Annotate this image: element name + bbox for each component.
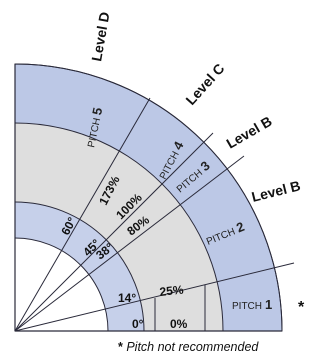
- percent-25: 25%: [159, 283, 185, 299]
- inner-blue-ring: [15, 202, 144, 331]
- footnote-text: Pitch not recommended: [122, 340, 259, 354]
- level-b-lower-label: Level B: [250, 177, 302, 205]
- frame-lines: [14, 64, 282, 332]
- pitch-1-label: PITCH 1: [232, 297, 272, 312]
- percent-0: 0%: [170, 317, 188, 331]
- footnote: * Pitch not recommended: [118, 340, 332, 354]
- angle-14: 14°: [118, 291, 136, 305]
- line-60deg: [14, 97, 151, 332]
- line-38deg: [14, 155, 245, 332]
- asterisk-marker: *: [298, 299, 305, 316]
- angle-0: 0°: [132, 317, 144, 331]
- level-b-upper-label: Level B: [224, 113, 275, 152]
- line-14deg: [14, 262, 295, 332]
- level-c-label: Level C: [182, 60, 227, 108]
- pitch-lines: [14, 97, 295, 332]
- footnote-mark: *: [118, 340, 123, 354]
- line-45deg: [14, 132, 214, 332]
- middle-blue-ring: [15, 108, 238, 331]
- level-d-label: Level D: [88, 11, 112, 63]
